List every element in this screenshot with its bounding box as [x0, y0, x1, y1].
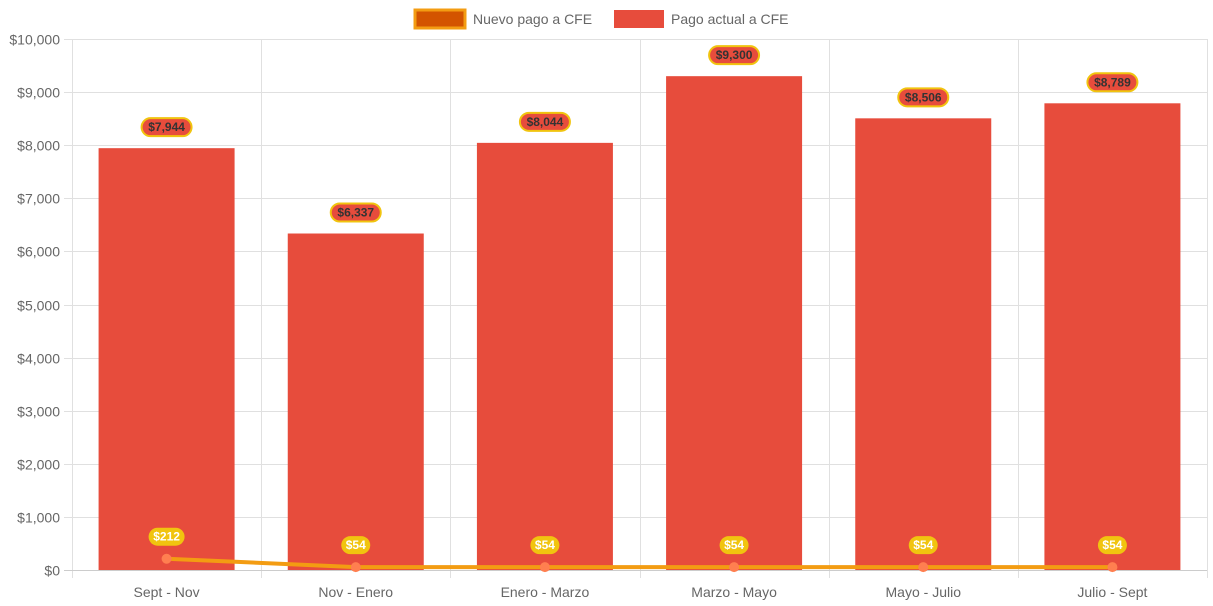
line-value-label-text: $54	[1102, 538, 1122, 552]
bar-value-label-bg	[1086, 72, 1139, 93]
grid	[64, 39, 1208, 578]
bar[interactable]	[476, 142, 613, 571]
line-point[interactable]	[918, 562, 929, 573]
x-tick-label: Marzo - Mayo	[691, 584, 777, 600]
line-value-label-bg	[1097, 536, 1127, 555]
legend: Nuevo pago a CFE Pago actual a CFE	[413, 8, 789, 30]
bar[interactable]	[1044, 103, 1181, 570]
line-point[interactable]	[1107, 562, 1118, 573]
line-value-label-text: $212	[153, 530, 180, 544]
line-value-label-text: $54	[535, 538, 555, 552]
y-tick-label: $0	[44, 563, 60, 579]
legend-label-actual: Pago actual a CFE	[671, 11, 789, 27]
line-value-label-text: $54	[346, 538, 366, 552]
line-point[interactable]	[161, 553, 172, 564]
series-line-nuevo	[166, 556, 1113, 570]
x-tick-label: Sept - Nov	[134, 584, 200, 600]
x-tick-label: Enero - Marzo	[501, 584, 590, 600]
bar-value-label-bg	[140, 117, 193, 138]
bar-series	[98, 76, 1181, 571]
line-point[interactable]	[539, 562, 550, 573]
line-value-label-bg	[530, 536, 560, 555]
line-value-label: $54	[719, 536, 749, 555]
x-tick-label: Nov - Enero	[318, 584, 393, 600]
x-tick-label: Julio - Sept	[1077, 584, 1147, 600]
line-value-label: $54	[1097, 536, 1127, 555]
y-tick-label: $5,000	[17, 298, 60, 314]
x-tick-label: Mayo - Julio	[886, 584, 962, 600]
bar-value-label-text: $8,044	[527, 115, 564, 129]
bar-value-label-text: $8,506	[905, 90, 942, 104]
legend-swatch-nuevo	[413, 8, 467, 30]
line-value-label: $54	[908, 536, 938, 555]
bar-value-label: $8,506	[897, 87, 950, 108]
bar-value-label-text: $7,944	[148, 120, 185, 134]
line-value-label: $54	[341, 536, 371, 555]
bar-value-label-text: $6,337	[337, 206, 374, 220]
bar-value-label: $7,944	[140, 117, 193, 138]
line-point[interactable]	[729, 562, 740, 573]
line-value-label-text: $54	[724, 538, 744, 552]
bar-value-label: $6,337	[329, 202, 382, 223]
line-value-label-bg	[148, 527, 185, 546]
bar-value-label-bg	[329, 202, 382, 223]
bar[interactable]	[666, 76, 803, 571]
bar-value-label-bg	[518, 111, 571, 132]
y-tick-label: $2,000	[17, 457, 60, 473]
y-tick-label: $8,000	[17, 138, 60, 154]
bar-value-label: $8,044	[518, 111, 571, 132]
bar[interactable]	[98, 148, 235, 571]
axes: $0 $1,000 $2,000 $3,000 $4,000 $5,000 $6,000 $7…	[9, 32, 1207, 600]
y-tick-label: $9,000	[17, 85, 60, 101]
data-labels: $7,944 $6,337 $8,044 $9,300 $8,506 $8,789 $212…	[140, 45, 1139, 555]
y-tick-label: $4,000	[17, 351, 60, 367]
line-value-label-bg	[908, 536, 938, 555]
y-tick-label: $7,000	[17, 191, 60, 207]
y-tick-label: $1,000	[17, 510, 60, 526]
y-tick-label: $6,000	[17, 244, 60, 260]
legend-swatch-actual	[614, 10, 664, 28]
line-value-label-text: $54	[913, 538, 933, 552]
legend-item-nuevo[interactable]: Nuevo pago a CFE	[413, 8, 592, 30]
legend-item-actual[interactable]: Pago actual a CFE	[614, 10, 789, 28]
bar-value-label-text: $9,300	[716, 48, 753, 62]
line-value-label-bg	[341, 536, 371, 555]
bar-value-label-bg	[708, 45, 761, 66]
bar-value-label-text: $8,789	[1094, 75, 1131, 89]
line-series	[161, 553, 1118, 573]
line-value-label: $54	[530, 536, 560, 555]
bar[interactable]	[287, 233, 424, 570]
bar-value-label: $8,789	[1086, 72, 1139, 93]
line-value-label-bg	[719, 536, 749, 555]
y-tick-label: $10,000	[9, 32, 60, 48]
bar-value-label-bg	[897, 87, 950, 108]
bar[interactable]	[855, 118, 992, 571]
bar-value-label: $9,300	[708, 45, 761, 66]
line-value-label: $212	[148, 527, 185, 546]
line-point[interactable]	[350, 562, 361, 573]
legend-label-nuevo: Nuevo pago a CFE	[473, 11, 592, 27]
y-tick-label: $3,000	[17, 404, 60, 420]
